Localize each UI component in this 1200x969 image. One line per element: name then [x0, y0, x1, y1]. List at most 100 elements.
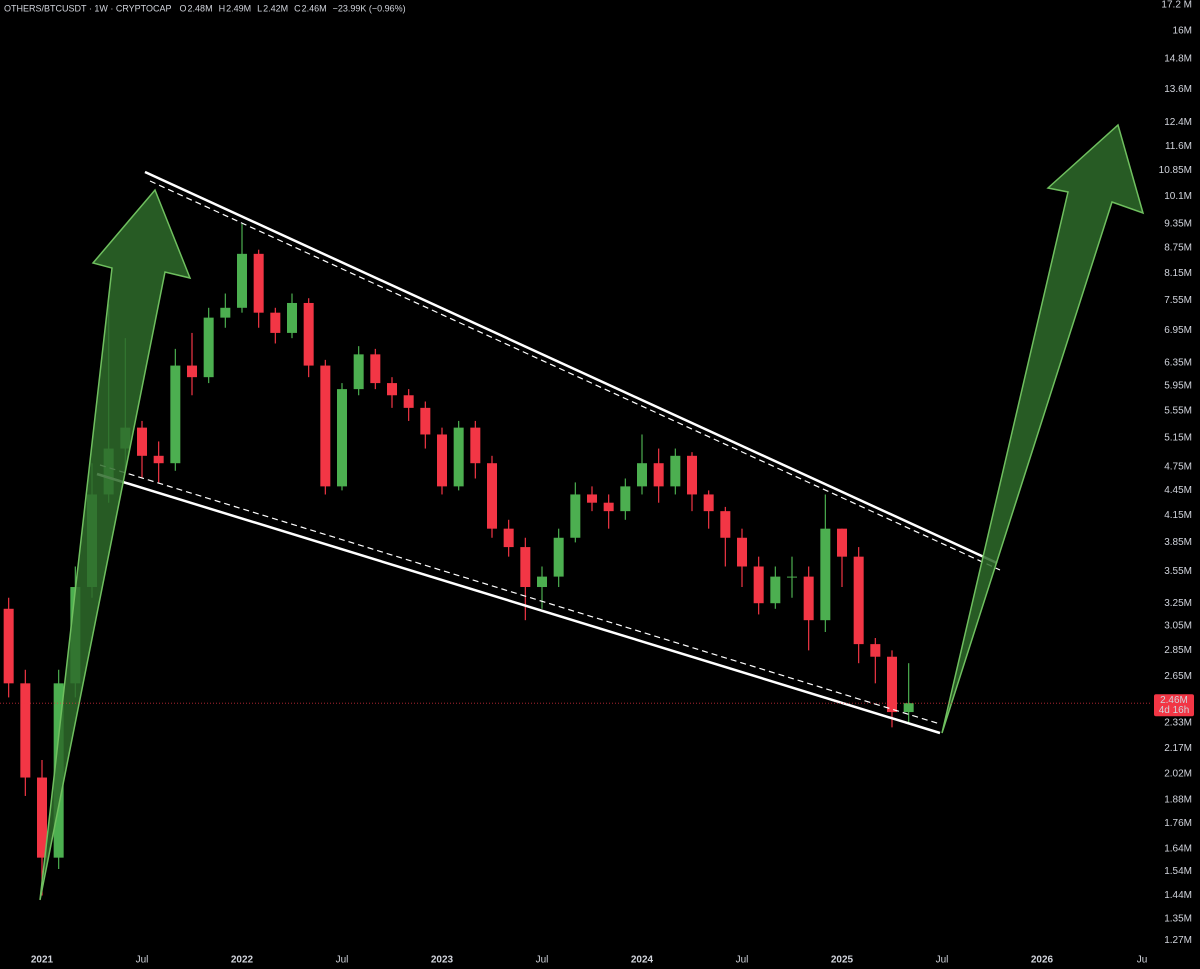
- price-axis: [1150, 0, 1200, 969]
- candle-body: [720, 511, 731, 538]
- axes: 17.2 M 16M 14.8M 13.6M 12.4M 11.6M 10.85M 10.1M…: [31, 0, 1194, 966]
- candle-body: [353, 354, 364, 390]
- x-tick-label: 2025: [831, 955, 854, 966]
- last-price-label: 2.46M: [1160, 695, 1188, 706]
- candle-body: [187, 365, 197, 378]
- y-tick-label: 8.15M: [1164, 268, 1192, 279]
- countdown-label: 4d 16h: [1159, 705, 1190, 716]
- candle-body: [670, 455, 681, 487]
- right-arrow: [941, 123, 1145, 734]
- y-tick-label: 13.6M: [1164, 84, 1192, 95]
- candle-body: [20, 683, 31, 778]
- ohlc-value: 2.48M: [188, 3, 213, 13]
- x-tick-label: Jul: [136, 955, 149, 966]
- candle-body: [703, 494, 714, 512]
- candle-body: [220, 307, 231, 318]
- x-tick-label: 2021: [31, 955, 54, 966]
- y-tick-label: 1.35M: [1164, 913, 1192, 924]
- candle-body: [270, 312, 281, 333]
- ohlc-value: 2.49M: [226, 3, 251, 13]
- x-tick-label: 2022: [231, 955, 254, 966]
- candle-body: [770, 576, 781, 604]
- left-arrow: [39, 188, 192, 901]
- channel: [96, 170, 1001, 735]
- y-tick-label: 4.75M: [1164, 462, 1192, 473]
- candle-body: [787, 576, 797, 578]
- candle-body: [587, 494, 597, 503]
- y-tick-label: 7.55M: [1164, 295, 1192, 306]
- candle-body: [503, 528, 514, 548]
- header: OTHERS/BTCUSDT · 1W · CRYPTOCAP O 2.48M H 2…: [4, 3, 406, 13]
- candle-body: [637, 463, 647, 487]
- y-tick-label: 9.35M: [1164, 218, 1192, 229]
- candle-body: [753, 566, 764, 604]
- ohlc-key: H: [219, 3, 226, 13]
- candle-body: [203, 317, 214, 378]
- lower-trendline: [96, 472, 941, 735]
- ohlc-value: 2.42M: [263, 3, 288, 13]
- candle-body: [870, 644, 881, 657]
- y-tick-label: 10.1M: [1164, 191, 1192, 202]
- x-tick-label: 2024: [631, 955, 654, 966]
- y-tick-label: 14.8M: [1164, 54, 1192, 65]
- y-tick-label: 5.55M: [1164, 406, 1192, 417]
- candle-body: [303, 302, 314, 366]
- symbol-title: OTHERS/BTCUSDT · 1W · CRYPTOCAP: [4, 3, 172, 13]
- candle-body: [320, 365, 331, 487]
- y-tick-label: 3.05M: [1164, 621, 1192, 632]
- x-tick-label: Ju: [1137, 955, 1148, 966]
- y-tick-label: 3.55M: [1164, 566, 1192, 577]
- y-tick-label: 3.25M: [1164, 598, 1192, 609]
- y-tick-label: 16M: [1173, 26, 1192, 37]
- y-tick-label: 5.15M: [1164, 433, 1192, 444]
- y-tick-label: 3.85M: [1164, 537, 1192, 548]
- candle-body: [653, 463, 664, 487]
- ohlc-key: L: [257, 3, 262, 13]
- last-price-badge: [1154, 694, 1194, 717]
- y-tick-label: 5.95M: [1164, 381, 1192, 392]
- x-tick-label: Jul: [336, 955, 349, 966]
- candle-body: [487, 463, 497, 529]
- candle-body: [537, 576, 547, 588]
- y-tick-label: 17.2 M: [1161, 0, 1192, 11]
- candle-body: [420, 407, 431, 435]
- candle-body: [620, 486, 631, 512]
- candle-body: [520, 547, 531, 588]
- candle-body: [3, 608, 14, 684]
- y-tick-label: 6.35M: [1164, 357, 1192, 368]
- y-tick-label: 2.85M: [1164, 645, 1192, 656]
- y-tick-label: 1.88M: [1164, 794, 1192, 805]
- candle-body: [853, 556, 864, 645]
- ohlc-value: 2.46M: [302, 3, 327, 13]
- candle-body: [237, 253, 247, 308]
- candle-body: [887, 656, 897, 713]
- x-tick-label: Jul: [936, 955, 949, 966]
- x-tick-label: 2026: [1031, 955, 1054, 966]
- ohlc-key: C: [294, 3, 301, 13]
- ohlc-change: −23.99K (−0.96%): [333, 3, 406, 13]
- candle-body: [170, 365, 181, 464]
- y-tick-label: 4.45M: [1164, 485, 1192, 496]
- candle-body: [737, 537, 747, 567]
- candle-body: [553, 537, 564, 577]
- y-tick-label: 6.95M: [1164, 325, 1192, 336]
- y-tick-label: 2.65M: [1164, 671, 1192, 682]
- candle-body: [403, 395, 414, 408]
- y-tick-label: 11.6M: [1165, 141, 1192, 152]
- ohlc-legend: O 2.48M H 2.49M L 2.42M C 2.46M −23.99K (−0.96%): [180, 3, 406, 13]
- y-tick-label: 8.75M: [1164, 242, 1192, 253]
- y-tick-label: 2.17M: [1164, 743, 1192, 754]
- y-tick-label: 12.4M: [1164, 117, 1192, 128]
- candle-body: [470, 427, 481, 464]
- candle-body: [287, 302, 297, 333]
- y-tick-label: 1.44M: [1164, 890, 1192, 901]
- x-tick-label: Jul: [736, 955, 749, 966]
- candle-body: [387, 383, 397, 396]
- candle-body: [37, 777, 47, 858]
- y-tick-label: 10.85M: [1159, 165, 1192, 176]
- candle-body: [453, 427, 464, 487]
- candle-body: [603, 502, 614, 512]
- y-tick-label: 2.33M: [1164, 717, 1192, 728]
- y-tick-label: 1.54M: [1164, 866, 1192, 877]
